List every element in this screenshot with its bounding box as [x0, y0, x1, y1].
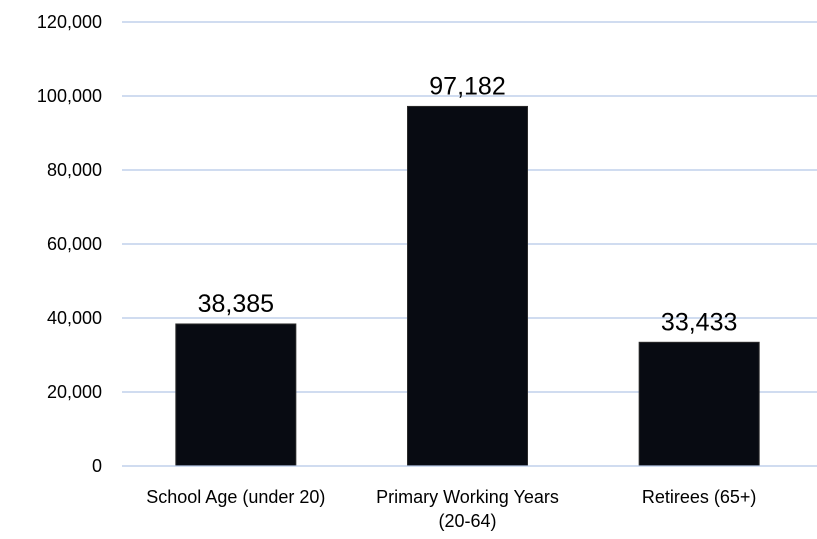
x-axis-category-labels: School Age (under 20) Primary Working Yea… — [146, 487, 756, 531]
bar — [175, 323, 297, 467]
data-label: 97,182 — [429, 72, 505, 100]
bar — [407, 105, 528, 467]
y-tick-label: 100,000 — [37, 86, 102, 106]
data-label: 38,385 — [198, 290, 274, 318]
x-category-label: Retirees (65+) — [642, 487, 757, 507]
x-category-label-line: School Age (under 20) — [146, 487, 325, 507]
x-category-label: Primary Working Years (20-64) — [376, 487, 559, 531]
y-tick-label: 80,000 — [47, 160, 102, 180]
x-category-label-line: Primary Working Years — [376, 487, 559, 507]
x-category-label-line: Retirees (65+) — [642, 487, 757, 507]
bars — [175, 105, 760, 467]
data-labels: 38,385 97,182 33,433 — [198, 72, 738, 336]
y-tick-label: 120,000 — [37, 12, 102, 32]
bar — [638, 341, 760, 467]
x-category-label-line: (20-64) — [438, 511, 496, 531]
y-tick-label: 20,000 — [47, 382, 102, 402]
data-label: 33,433 — [661, 308, 737, 336]
y-tick-label: 0 — [92, 456, 102, 476]
x-category-label: School Age (under 20) — [146, 487, 325, 507]
y-tick-label: 60,000 — [47, 234, 102, 254]
y-axis-tick-labels: 0 20,000 40,000 60,000 80,000 100,000 120,000 — [37, 12, 102, 476]
y-tick-label: 40,000 — [47, 308, 102, 328]
